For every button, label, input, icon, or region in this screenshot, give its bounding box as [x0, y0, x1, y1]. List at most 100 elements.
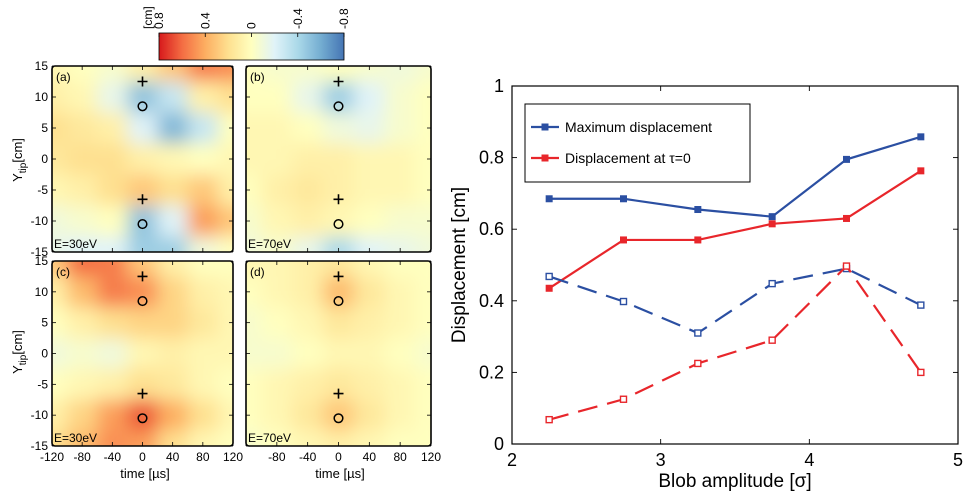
xlabel-right: time [µs]	[315, 466, 364, 481]
heatmap-cell	[67, 368, 99, 401]
x-tick-label: 40	[166, 450, 180, 464]
plus-marker	[333, 388, 344, 399]
heatmap-cell	[217, 81, 233, 114]
data-point	[545, 415, 553, 424]
colorbar-tick-label: 0.8	[152, 12, 166, 29]
heatmap-cell	[52, 174, 69, 207]
contour-panel-1: (b) E=70eV	[245, 65, 432, 253]
svg-text:Ytip[cm]: Ytip[cm]	[10, 330, 29, 374]
heatmap-cell	[127, 276, 159, 309]
heatmap-cell	[415, 174, 431, 207]
heatmap-cell	[261, 368, 294, 401]
heatmap-cell	[67, 112, 99, 145]
xlabel-left: time [µs]	[120, 466, 169, 481]
heatmap-cell	[415, 112, 431, 145]
heatmap-cell	[292, 430, 325, 446]
colorbar-tick-label: -0.8	[337, 8, 351, 29]
data-point	[619, 297, 628, 306]
ylabel-main: Y	[10, 365, 25, 374]
panel-tag: (a)	[56, 70, 71, 84]
y-tick-label: 0.6	[479, 219, 504, 239]
heatmap-cell	[415, 205, 431, 238]
data-point	[768, 220, 776, 228]
ylabel-sub: tip	[18, 162, 29, 173]
heatmap-cell	[52, 399, 69, 432]
heatmap-cell	[217, 368, 233, 401]
x-tick-label: 0	[335, 450, 342, 464]
heatmap-cell	[52, 205, 69, 238]
data-point	[768, 336, 776, 344]
plus-marker	[137, 194, 148, 205]
heatmap-cell	[127, 430, 159, 446]
heatmap-cell	[217, 112, 233, 145]
heatmap-cell	[353, 430, 386, 446]
heatmap-cell	[217, 143, 233, 176]
heatmap-cell	[97, 205, 129, 238]
heatmap-cell	[217, 66, 233, 83]
heatmap-cell	[67, 143, 99, 176]
heatmap-cells	[52, 261, 233, 446]
data-point	[843, 155, 850, 163]
y-tick-label: 5	[41, 316, 48, 330]
heatmap-cell	[97, 430, 129, 446]
x-tick-label: -40	[299, 450, 317, 464]
heatmap-cell	[292, 307, 325, 340]
y-axis-label: Displacement [cm]	[449, 187, 470, 343]
heatmap-cell	[127, 143, 159, 176]
heatmap-cell	[292, 338, 325, 370]
heatmap-cell	[261, 81, 294, 114]
heatmap-cell	[353, 276, 386, 309]
heatmap-cell	[261, 399, 294, 432]
x-tick-label: -120	[40, 450, 64, 464]
heatmap-cell	[261, 276, 294, 309]
heatmap-body	[246, 261, 431, 446]
data-point	[545, 195, 553, 203]
heatmap-cell	[52, 430, 69, 446]
y-tick-label: 0.8	[479, 148, 504, 168]
panel-tag: (c)	[56, 265, 70, 279]
heatmap-cell	[353, 112, 386, 145]
heatmap-cell	[246, 236, 263, 252]
heatmap-cell	[323, 307, 355, 340]
series-0	[545, 133, 925, 221]
heatmap-cell	[323, 205, 355, 238]
x-tick-label: 120	[421, 450, 441, 464]
y-tick-label: 15	[35, 254, 49, 268]
heatmap-cell	[384, 143, 417, 176]
heatmap-cell	[323, 66, 355, 83]
data-point	[694, 329, 702, 337]
colorbar-unit: [cm]	[141, 6, 155, 29]
heatmap-cell	[217, 261, 233, 278]
heatmap-cell	[384, 261, 417, 278]
heatmap-cell	[67, 81, 99, 114]
data-point	[843, 214, 850, 222]
legend-box	[524, 103, 751, 183]
heatmap-cell	[97, 66, 129, 83]
plus-marker	[137, 388, 148, 399]
heatmap-cell	[187, 81, 219, 114]
heatmap-cell	[261, 112, 294, 145]
y-tick-label: 5	[41, 121, 48, 135]
series-1	[545, 167, 925, 292]
heatmap-cell	[415, 66, 431, 83]
heatmap-cell	[415, 368, 431, 401]
heatmap-cell	[52, 338, 69, 370]
heatmap-cell	[246, 399, 263, 432]
plus-marker	[137, 271, 148, 282]
series-line	[548, 267, 922, 335]
y-tick-label: -10	[31, 408, 49, 422]
heatmap-cell	[415, 338, 431, 370]
heatmap-cell	[292, 112, 325, 145]
heatmap-cell	[52, 276, 69, 309]
heatmap-cell	[323, 261, 355, 278]
heatmap-cell	[246, 112, 263, 145]
heatmap-cell	[323, 236, 355, 252]
heatmap-cell	[384, 276, 417, 309]
contour-panels: (a) E=30eV 15 10 5 0 -5 -10 -15 (b) E=70eV (c) E=30e…	[31, 59, 442, 464]
data-point	[694, 359, 702, 368]
heatmap-cell	[67, 174, 99, 207]
y-tick-label: 0	[41, 152, 48, 166]
heatmap-cell	[67, 261, 99, 278]
heatmap-cell	[157, 174, 189, 207]
